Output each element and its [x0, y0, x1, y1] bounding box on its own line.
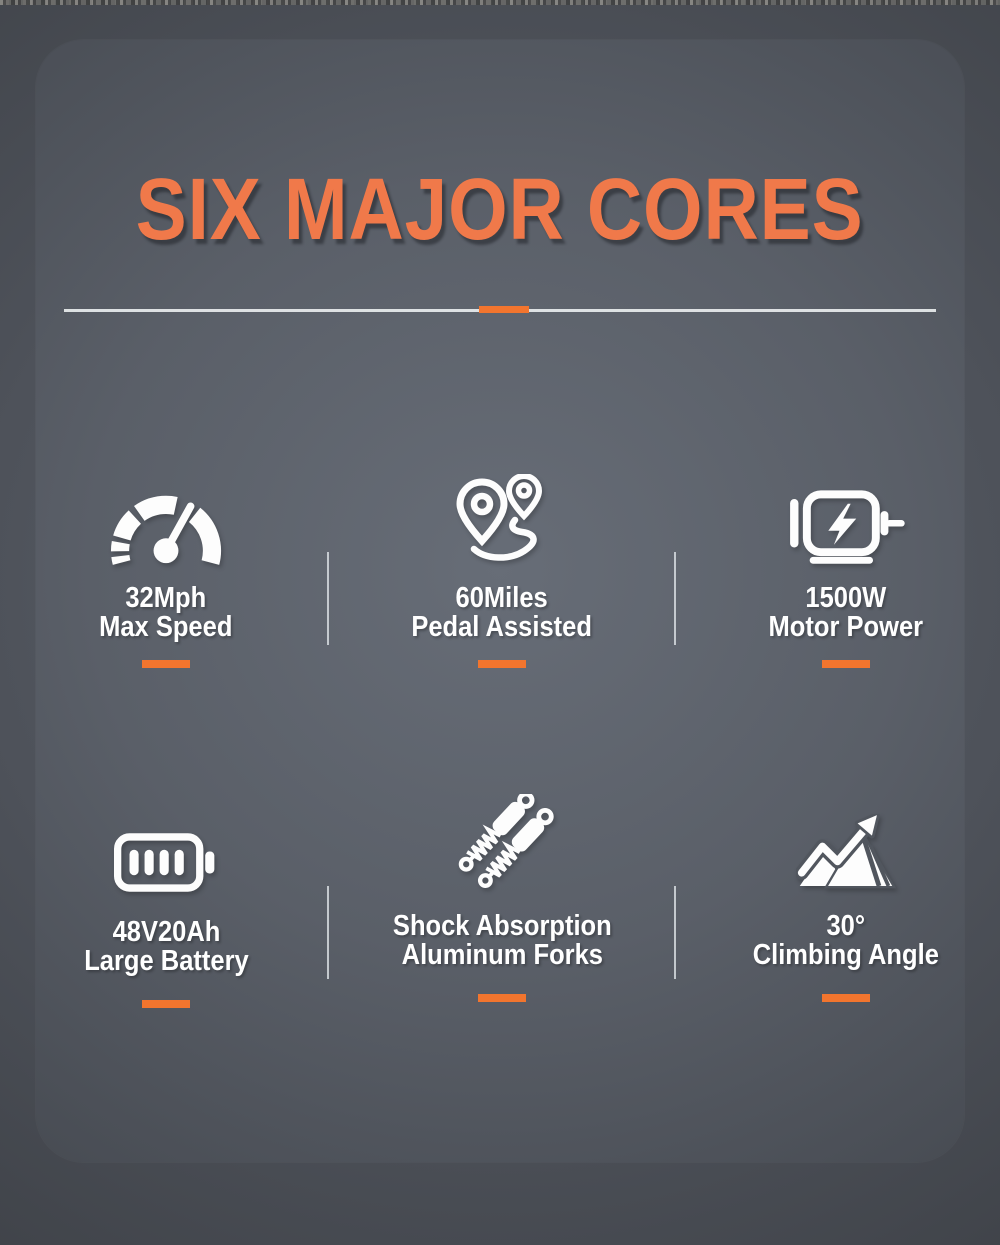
- feature-label: Large Battery: [83, 945, 249, 977]
- feature-caption: 60Miles Pedal Assisted: [412, 584, 593, 642]
- feature-caption: 48V20Ah Large Battery: [84, 918, 249, 976]
- feature-value: 1500W: [805, 582, 887, 614]
- battery-icon: [114, 800, 218, 898]
- feature-underline: [142, 660, 190, 668]
- feature-underline: [478, 994, 526, 1002]
- page-title: SIX MAJOR CORES: [136, 161, 864, 258]
- feature-underline: [142, 1000, 190, 1008]
- feature-shock-absorption: Shock Absorption Aluminum Forks: [352, 794, 652, 1002]
- feature-value: Shock Absorption: [392, 910, 612, 942]
- feature-large-battery: 48V20Ah Large Battery: [16, 800, 316, 1008]
- column-divider: [327, 552, 329, 645]
- feature-climbing-angle: 30° Climbing Angle: [696, 800, 996, 1002]
- feature-max-speed: 32Mph Max Speed: [16, 470, 316, 668]
- feature-caption: 32Mph Max Speed: [99, 584, 232, 642]
- electric-motor-icon: [784, 470, 908, 568]
- feature-caption: Shock Absorption Aluminum Forks: [393, 912, 612, 970]
- route-pins-icon: [451, 470, 553, 568]
- feature-label: Pedal Assisted: [411, 611, 593, 643]
- feature-pedal-assisted: 60Miles Pedal Assisted: [352, 470, 652, 668]
- feature-value: 48V20Ah: [112, 916, 220, 948]
- column-divider: [674, 886, 676, 979]
- feature-motor-power: 1500W Motor Power: [696, 470, 996, 668]
- torn-edge-strip: [0, 0, 1000, 5]
- shock-absorber-icon: [446, 794, 558, 892]
- feature-label: Aluminum Forks: [401, 939, 603, 971]
- column-divider: [327, 886, 329, 979]
- feature-label: Max Speed: [99, 611, 233, 643]
- feature-underline: [478, 660, 526, 668]
- feature-label: Climbing Angle: [752, 939, 940, 971]
- feature-value: 30°: [826, 910, 866, 942]
- background-card: [36, 40, 964, 1162]
- feature-underline: [822, 660, 870, 668]
- feature-value: 32Mph: [125, 582, 207, 614]
- feature-underline: [822, 994, 870, 1002]
- feature-caption: 30° Climbing Angle: [753, 912, 939, 970]
- column-divider: [674, 552, 676, 645]
- feature-label: Motor Power: [768, 611, 924, 643]
- mountain-climb-icon: [796, 800, 896, 892]
- feature-caption: 1500W Motor Power: [769, 584, 924, 642]
- speedometer-icon: [99, 470, 233, 568]
- feature-value: 60Miles: [455, 582, 549, 614]
- title-divider-accent: [479, 306, 529, 313]
